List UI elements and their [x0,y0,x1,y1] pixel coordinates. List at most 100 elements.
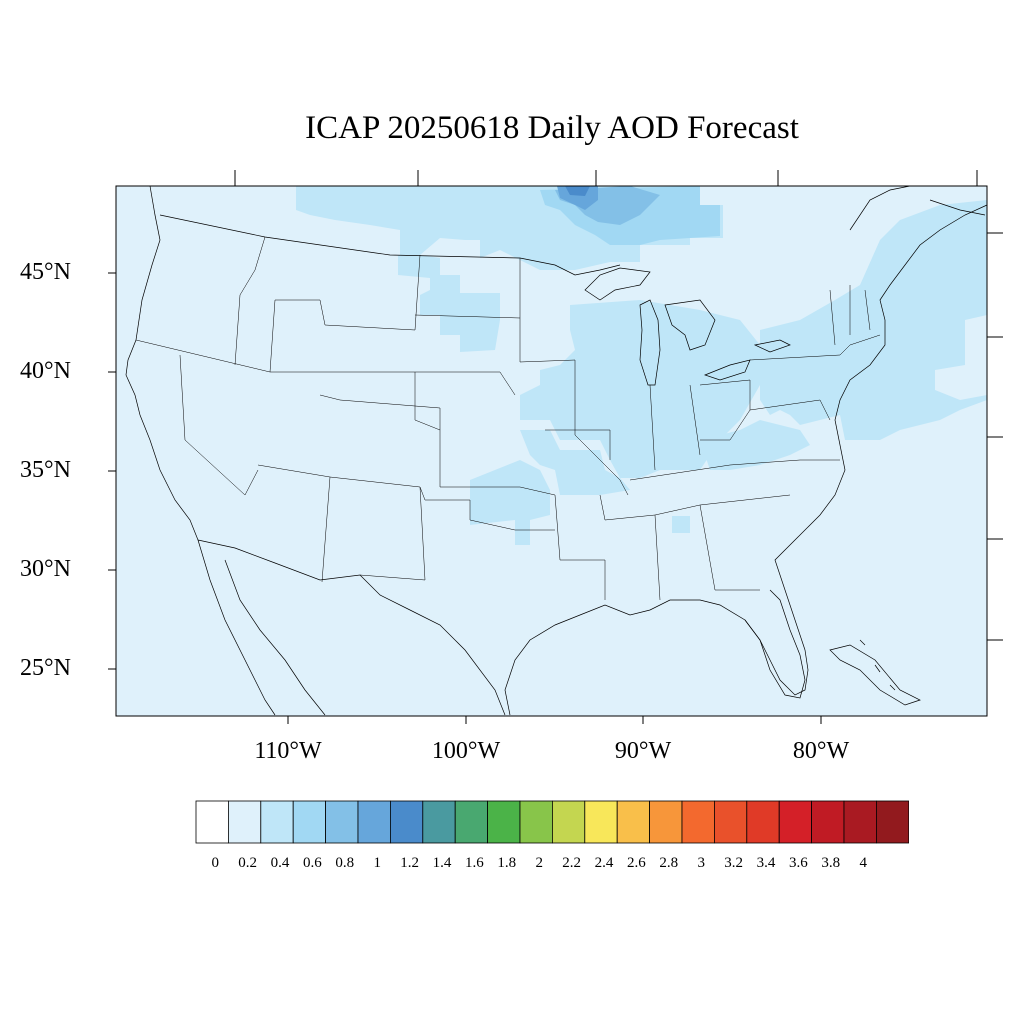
lat-label-45n: 45°N [20,259,71,285]
colorbar-box [260,800,294,844]
coastline-canada-east [849,185,986,231]
state-line [319,394,441,430]
colorbar-tick-label: 2 [535,855,543,871]
colorbar-box [389,800,424,844]
baja [197,539,276,716]
colorbar-box [714,800,748,844]
colorbar-tick-label: 1.2 [400,855,419,871]
colorbar-box [876,800,909,844]
colorbar-box [325,800,359,844]
colorbar-tick-label: 0 [211,855,219,871]
state-line [654,504,760,601]
state-line [554,494,606,600]
lake-erie [703,359,751,381]
state-line [829,285,871,346]
lon-label-100w: 100°W [431,738,501,764]
state-line [321,476,331,583]
colorbar-box [454,800,489,844]
state-line [415,371,516,396]
colorbar-box [778,800,813,844]
aod-patch-midwest [520,300,760,478]
colorbar-tick-label: 3 [697,855,705,871]
aod-patch-southeast-ridge [700,420,810,470]
state-line [419,486,555,531]
colorbar-box [551,800,586,844]
colorbar-tick-label: 4 [859,855,867,871]
colorbar-tick-label: 3.8 [821,855,841,871]
state-line [649,384,701,471]
colorbar-tick-label: 0.4 [270,855,290,871]
coastline-gulf [504,599,809,716]
lat-label-40n: 40°N [20,358,71,384]
lon-label-90w: 90°W [614,738,672,764]
tick-marks [108,170,1003,724]
state-line [599,494,791,521]
aod-patch-alabama [672,516,690,533]
aod-patch-darkest [557,186,598,210]
aod-patch-dakotas [398,255,500,352]
aod-patch-ozarks [520,430,630,495]
lat-label-30n: 30°N [20,556,71,582]
colorbar [195,800,909,844]
cuba [829,644,921,706]
border-canada-us [159,214,621,276]
colorbar-box [584,800,618,844]
aod-patch-atlantic [760,200,987,440]
colorbar-box [616,800,651,844]
florida [744,589,806,699]
border-mexico [197,539,506,716]
colorbar-tick-label: 1.4 [432,855,452,871]
lon-label-80w: 80°W [792,738,850,764]
lat-label-35n: 35°N [20,457,71,483]
colorbar-box [681,800,715,844]
aod-patches [296,186,987,545]
colorbar-box [228,800,262,844]
lake-huron [664,299,716,351]
colorbar-box [746,800,780,844]
colorbar-tick-label: 1.8 [497,855,517,871]
lon-label-110w: 110°W [254,738,322,764]
colorbar-tick-label: 2.2 [562,855,581,871]
state-line [629,459,840,481]
colorbar-tick-label: 0.2 [238,855,257,871]
aod-patch-core [565,186,590,196]
colorbar-tick-label: 2.6 [627,855,646,871]
state-line [749,334,881,361]
colorbar-tick-label: 1.6 [465,855,484,871]
state-line [135,339,556,496]
state-line [269,254,421,373]
colorbar-tick-label: 3.2 [724,855,743,871]
colorbar-box [422,800,456,844]
colorbar-box [195,800,229,844]
colorbar-tick-label: 1 [373,855,381,871]
coastline-atlantic [774,204,988,651]
aod-patch-oklahoma [470,460,550,545]
state-line [414,314,576,363]
lake-michigan [639,299,661,386]
map-title: ICAP 20250618 Daily AOD Forecast [305,110,799,146]
state-line [234,236,266,366]
colorbar-box [487,800,521,844]
mexico-mainland-coast [224,559,326,716]
colorbar-box [357,800,391,844]
boundaries [125,185,988,716]
colorbar-tick-label: 2.8 [659,855,679,871]
coastline-west [125,185,199,541]
colorbar-tick-label: 2.4 [594,855,614,871]
colorbar-tick-label: 0.8 [335,855,355,871]
lake-ontario [753,339,791,353]
state-line [545,429,611,460]
bahamas [859,639,896,691]
state-line [574,360,629,496]
colorbar-tick-label: 3.6 [789,855,808,871]
colorbar-box [519,800,553,844]
state-lines [135,236,881,601]
map-frame [115,185,988,717]
colorbar-box [843,800,877,844]
lat-label-25n: 25°N [20,655,71,681]
colorbar-tick-label: 3.4 [756,855,776,871]
colorbar-tick-label: 0.6 [303,855,322,871]
lake-superior [584,267,651,301]
state-line [749,399,831,421]
